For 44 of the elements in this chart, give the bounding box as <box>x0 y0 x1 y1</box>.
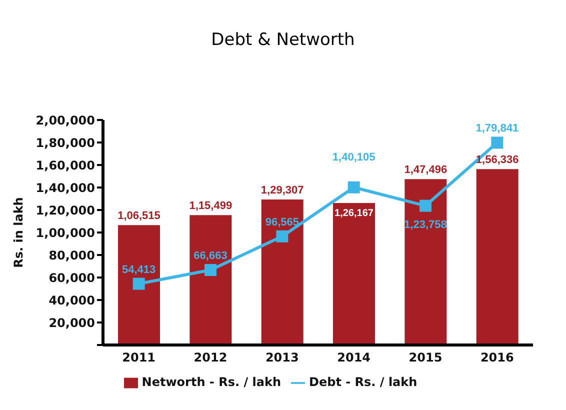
y-tick-label: 80,000 <box>48 248 95 262</box>
bar <box>261 200 304 345</box>
legend-label: Networth - Rs. / lakh <box>142 375 281 389</box>
bar <box>404 179 447 345</box>
point <box>348 181 360 194</box>
data-label: 54,413 <box>122 264 156 276</box>
x-tick-label: 2011 <box>122 350 156 365</box>
y-tick-label: 60,000 <box>48 270 95 285</box>
y-tick-label: 1,80,000 <box>36 136 95 150</box>
data-label: 96,565 <box>265 216 299 228</box>
data-label: 1,47,496 <box>404 164 448 176</box>
data-label: 1,26,167 <box>334 208 374 220</box>
point <box>276 230 288 242</box>
point <box>420 200 432 212</box>
data-label: 1,56,336 <box>476 154 519 166</box>
data-label: 1,40,105 <box>332 151 376 164</box>
point <box>132 278 145 290</box>
bar <box>190 215 232 345</box>
data-label: 1,15,499 <box>189 200 232 212</box>
data-label: 1,06,515 <box>118 210 160 222</box>
y-tick-label: 20,000 <box>48 316 95 330</box>
data-label: 1,29,307 <box>260 184 304 197</box>
point <box>491 136 504 149</box>
y-tick-label: 1,40,000 <box>36 180 95 195</box>
data-label: 66,663 <box>194 250 228 262</box>
y-tick-label: 1,20,000 <box>36 203 95 218</box>
y-axis-title: Rs. in lakh <box>11 197 26 268</box>
y-tick-label: 2,00,000 <box>36 113 95 128</box>
y-tick-label: 40,000 <box>48 293 95 308</box>
legend-label: Debt - Rs. / lakh <box>309 375 418 389</box>
x-tick-label: 2016 <box>480 350 514 365</box>
x-tick-label: 2015 <box>408 350 442 365</box>
chart-title: Debt & Networth <box>210 29 356 52</box>
bar <box>333 203 375 345</box>
x-tick-label: 2013 <box>265 350 299 365</box>
data-label: 1,23,758 <box>404 218 447 231</box>
point <box>204 264 216 276</box>
data-label: 1,79,841 <box>476 122 519 135</box>
bar <box>476 169 518 345</box>
y-tick-label: 1,00,000 <box>36 226 95 240</box>
bar <box>118 225 160 345</box>
x-tick-label: 2012 <box>194 350 228 365</box>
x-tick-label: 2014 <box>337 350 371 365</box>
y-tick-label: 1,60,000 <box>36 158 95 172</box>
